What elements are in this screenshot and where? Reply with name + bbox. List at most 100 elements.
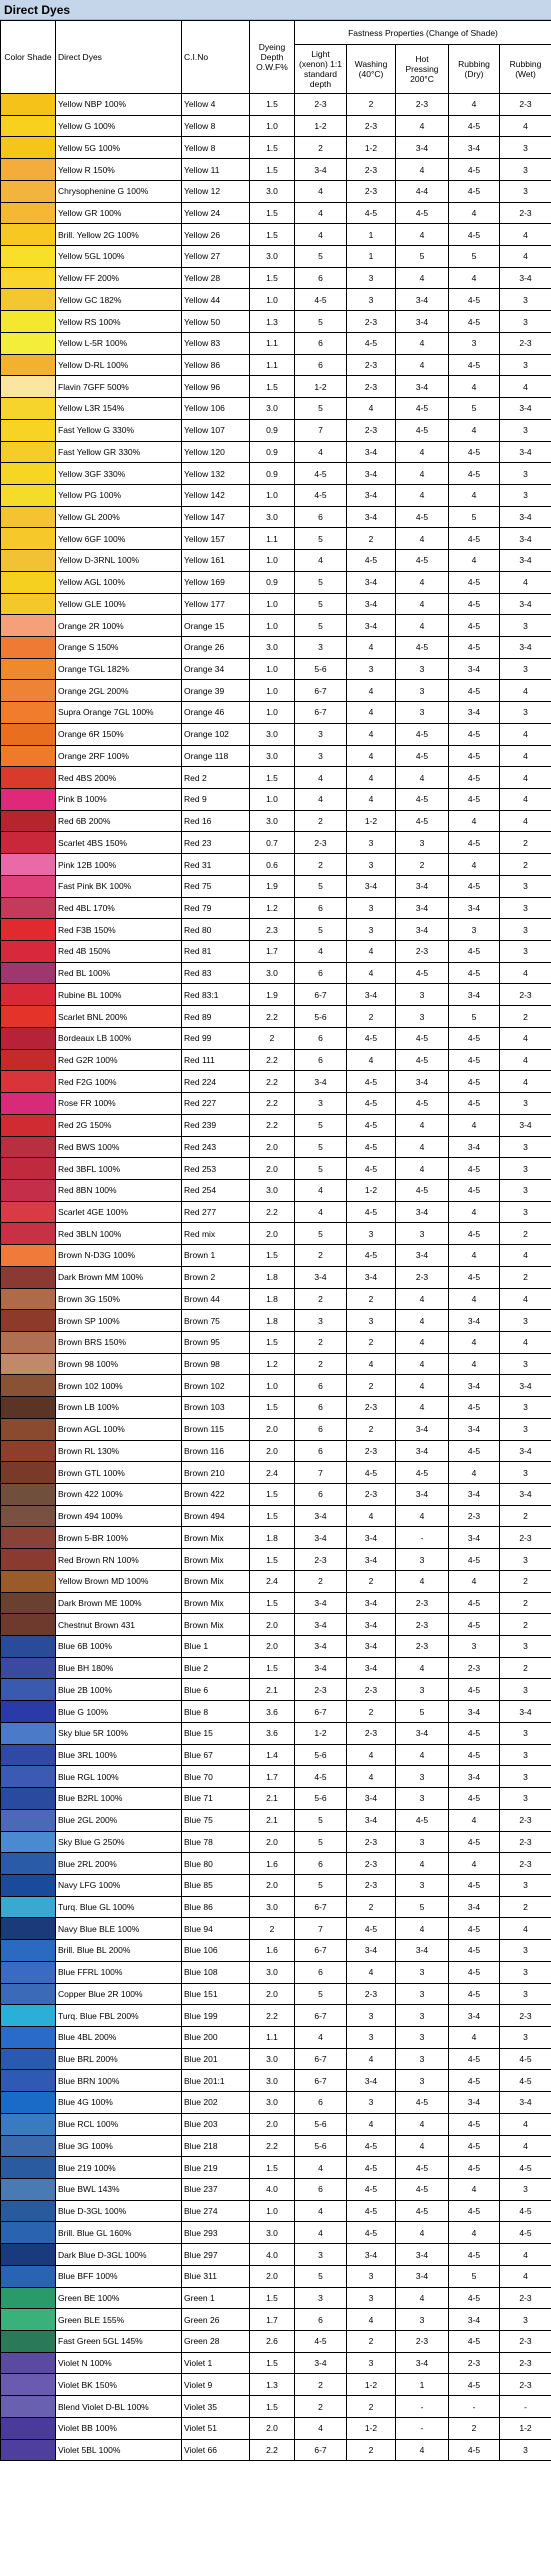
rubbing-dry-fastness: 4-5 xyxy=(448,2438,500,2462)
hot-pressing-fastness: 3-4 xyxy=(395,918,449,942)
color-shade-cell xyxy=(0,635,56,659)
dyeing-depth: 3.0 xyxy=(249,635,295,659)
dyeing-depth: 2.2 xyxy=(249,1092,295,1115)
dyeing-depth: 1.5 xyxy=(249,375,295,399)
hot-pressing-fastness: 3 xyxy=(395,1678,449,1702)
light-fastness: 5 xyxy=(294,1982,347,2006)
rubbing-dry-fastness: 4-5 xyxy=(448,1830,500,1854)
ci-number: Blue 78 xyxy=(181,1830,250,1854)
rubbing-wet-fastness: 3-4 xyxy=(498,397,551,420)
washing-fastness: 3-4 xyxy=(346,983,396,1007)
rubbing-dry-fastness: 5 xyxy=(448,1005,500,1028)
rubbing-wet-fastness: 3 xyxy=(498,136,551,160)
rubbing-dry-fastness: 4-5 xyxy=(448,2112,500,2136)
light-fastness: 5 xyxy=(294,397,347,420)
rubbing-dry-fastness: 4 xyxy=(448,1287,500,1311)
color-swatch xyxy=(1,615,55,636)
dyeing-depth: 2.0 xyxy=(249,2416,295,2440)
dyeing-depth: 1.0 xyxy=(249,614,295,637)
hot-pressing-fastness: 4-5 xyxy=(395,2091,449,2114)
washing-fastness: 3 xyxy=(346,918,396,942)
dye-name: Fast Green 5GL 145% xyxy=(55,2330,182,2353)
table-row: Fast Yellow GR 330% Yellow 120 0.9 4 3-4 4 4-5… xyxy=(0,440,551,464)
rubbing-dry-fastness: 4-5 xyxy=(448,1591,500,1615)
color-swatch xyxy=(1,528,55,549)
light-fastness: 6 xyxy=(294,1026,347,1050)
washing-fastness: 4-5 xyxy=(346,331,396,355)
rubbing-wet-fastness: 3-4 xyxy=(498,1374,551,1398)
table-row: Blue 6B 100% Blue 1 2.0 3-4 3-4 2-3 3 3 xyxy=(0,1635,551,1658)
washing-fastness: 4 xyxy=(346,788,396,811)
table-row: Red G2R 100% Red 111 2.2 6 4 4-5 4-5 4 xyxy=(0,1048,551,1072)
color-shade-cell xyxy=(0,2047,56,2071)
dye-name: Blue 3RL 100% xyxy=(55,1743,182,1767)
rubbing-dry-fastness: 4 xyxy=(448,483,500,507)
color-shade-cell xyxy=(0,788,56,811)
table-row: Flavin 7GFF 500% Yellow 96 1.5 1-2 2-3 3-4 4 4 xyxy=(0,375,551,399)
table-row: Chrysophenine G 100% Yellow 12 3.0 4 2-3 4-4 4… xyxy=(0,179,551,203)
dyeing-depth: 2 xyxy=(249,1026,295,1050)
hot-pressing-fastness: 4 xyxy=(395,614,449,637)
table-row: Red Brown RN 100% Brown Mix 1.5 2-3 3-4 3 4-5 3 xyxy=(0,1548,551,1571)
color-swatch xyxy=(1,637,55,658)
table-row: Violet 5BL 100% Violet 66 2.2 6-7 2 4 4-5 3 xyxy=(0,2438,551,2462)
light-fastness: 4-5 xyxy=(294,288,347,312)
rubbing-wet-fastness: 4 xyxy=(498,1026,551,1050)
ci-number: Red 16 xyxy=(181,809,250,833)
rubbing-wet-fastness: 3 xyxy=(498,1461,551,1484)
washing-fastness: 4-5 xyxy=(346,1026,396,1050)
dyeing-depth: 1.1 xyxy=(249,353,295,377)
dye-name: Yellow GLE 100% xyxy=(55,592,182,616)
header-rubbing-wet: Rubbing (Wet) xyxy=(498,44,551,94)
rubbing-dry-fastness: 4-5 xyxy=(448,1787,500,1810)
table-row: Red 4B 150% Red 81 1.7 4 4 2-3 4-5 3 xyxy=(0,940,551,963)
hot-pressing-fastness: 3 xyxy=(395,1222,449,1246)
washing-fastness: 2-3 xyxy=(346,179,396,203)
color-swatch xyxy=(1,1679,55,1700)
washing-fastness: 4-5 xyxy=(346,1917,396,1941)
ci-number: Red 254 xyxy=(181,1178,250,1202)
dye-name: Turq. Blue FBL 200% xyxy=(55,2004,182,2027)
rubbing-wet-fastness: 3 xyxy=(498,1135,551,1159)
table-row: Brown GTL 100% Brown 210 2.4 7 4-5 4-5 4 3 xyxy=(0,1461,551,1484)
hot-pressing-fastness: 4 xyxy=(395,1917,449,1941)
hot-pressing-fastness: 4 xyxy=(395,158,449,181)
table-row: Fast Green 5GL 145% Green 28 2.6 4-5 2 2-3 4-5… xyxy=(0,2330,551,2353)
dye-name: Red 3BLN 100% xyxy=(55,1222,182,1246)
light-fastness: 5 xyxy=(294,310,347,333)
ci-number: Red 9 xyxy=(181,788,250,811)
hot-pressing-fastness: 4 xyxy=(395,592,449,616)
dyeing-depth: 1.9 xyxy=(249,874,295,898)
color-swatch xyxy=(1,2244,55,2265)
ci-number: Blue 218 xyxy=(181,2134,250,2158)
rubbing-wet-fastness: 3-4 xyxy=(498,1483,551,1506)
light-fastness: 6 xyxy=(294,1852,347,1875)
color-swatch xyxy=(1,485,55,506)
table-row: Bordeaux LB 100% Red 99 2 6 4-5 4-5 4-5 4 xyxy=(0,1026,551,1050)
color-shade-cell xyxy=(0,245,56,268)
color-shade-cell xyxy=(0,1330,56,1354)
color-shade-cell xyxy=(0,93,56,116)
dye-name: Blue D-3GL 100% xyxy=(55,2199,182,2223)
dye-name: Red G2R 100% xyxy=(55,1048,182,1072)
color-swatch xyxy=(1,376,55,397)
washing-fastness: 1-2 xyxy=(346,809,396,833)
washing-fastness: 2-3 xyxy=(346,1439,396,1463)
dyeing-depth: 1.3 xyxy=(249,2373,295,2397)
color-swatch xyxy=(1,702,55,723)
dye-name: Brown N-D3G 100% xyxy=(55,1244,182,1267)
dye-name: Violet N 100% xyxy=(55,2351,182,2375)
light-fastness: 3 xyxy=(294,2286,347,2310)
ci-number: Blue 70 xyxy=(181,1765,250,1789)
rubbing-wet-fastness: 3 xyxy=(498,874,551,898)
ci-number: Brown Mix xyxy=(181,1548,250,1571)
rubbing-dry-fastness: 4-5 xyxy=(448,1960,500,1984)
table-row: Scarlet 4BS 150% Red 23 0.7 2-3 3 3 4-5 2 xyxy=(0,831,551,855)
light-fastness: 5 xyxy=(294,1157,347,1180)
table-row: Red F3B 150% Red 80 2.3 5 3 3-4 3 3 xyxy=(0,918,551,942)
dye-name: Pink B 100% xyxy=(55,788,182,811)
color-swatch xyxy=(1,1158,55,1179)
table-row: Yellow FF 200% Yellow 28 1.5 6 3 4 4 3-4 xyxy=(0,266,551,290)
rubbing-wet-fastness: 2 xyxy=(498,1613,551,1637)
rubbing-wet-fastness: 3-4 xyxy=(498,2091,551,2114)
